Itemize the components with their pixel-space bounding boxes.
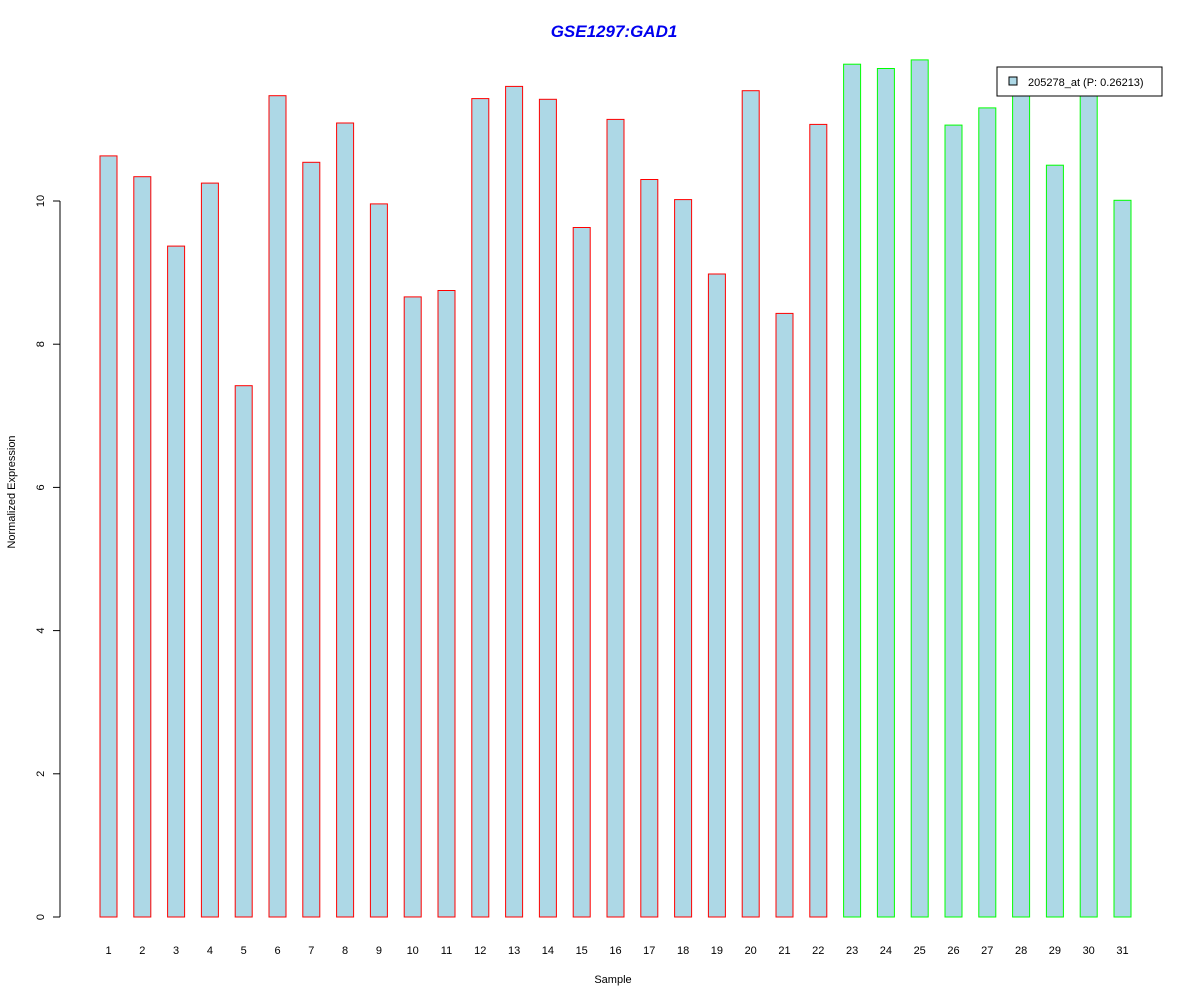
x-tick-label: 31 [1116, 945, 1128, 957]
bar-sample-27 [978, 107, 997, 918]
bar-sample-2 [133, 176, 152, 918]
bar-sample-22 [809, 123, 828, 918]
bar-sample-13 [505, 85, 524, 918]
x-tick-label: 14 [542, 945, 554, 957]
x-tick-label: 3 [173, 945, 179, 957]
y-tick-label: 6 [35, 484, 47, 490]
bar-sample-30 [1079, 93, 1098, 918]
bar-sample-1 [99, 155, 118, 918]
x-tick-label: 24 [880, 945, 892, 957]
x-tick-label: 2 [139, 945, 145, 957]
bar-sample-19 [707, 273, 726, 918]
bar-sample-4 [200, 182, 219, 918]
x-tick-label: 1 [105, 945, 111, 957]
chart-title: GSE1297:GAD1 [551, 22, 678, 41]
legend-label: 205278_at (P: 0.26213) [1028, 77, 1144, 89]
bar-sample-5 [234, 385, 253, 918]
x-tick-label: 30 [1083, 945, 1095, 957]
x-tick-label: 19 [711, 945, 723, 957]
legend-swatch [1008, 76, 1018, 86]
bar-sample-29 [1045, 164, 1064, 918]
bar-sample-6 [268, 95, 287, 918]
bar-sample-21 [775, 312, 794, 918]
x-tick-label: 9 [376, 945, 382, 957]
legend-box [996, 66, 1163, 97]
bar-sample-9 [369, 203, 388, 918]
bar-sample-10 [403, 296, 422, 918]
bar-sample-24 [876, 68, 895, 918]
bar-sample-7 [302, 161, 321, 918]
bar-sample-23 [843, 63, 862, 918]
x-tick-label: 8 [342, 945, 348, 957]
bar-sample-18 [674, 199, 693, 918]
y-tick-label: 10 [35, 195, 47, 207]
x-tick-label: 28 [1015, 945, 1027, 957]
y-tick-label: 0 [35, 914, 47, 920]
x-tick-label: 13 [508, 945, 520, 957]
bars-group [99, 59, 1132, 918]
x-tick-label: 5 [241, 945, 247, 957]
bar-sample-15 [572, 227, 591, 918]
x-tick-label: 29 [1049, 945, 1061, 957]
y-tick-label: 2 [35, 771, 47, 777]
bar-sample-16 [606, 118, 625, 918]
bar-sample-11 [437, 290, 456, 918]
x-tick-label: 15 [576, 945, 588, 957]
bar-sample-28 [1012, 91, 1031, 918]
x-tick-label: 23 [846, 945, 858, 957]
x-tick-label: 21 [778, 945, 790, 957]
legend: 205278_at (P: 0.26213) [996, 66, 1163, 97]
x-tick-label: 12 [474, 945, 486, 957]
y-tick-label: 4 [35, 628, 47, 634]
bar-sample-31 [1113, 199, 1132, 918]
x-tick-label: 4 [207, 945, 213, 957]
bar-sample-8 [336, 122, 355, 918]
bar-sample-3 [167, 245, 186, 918]
x-tick-label: 17 [643, 945, 655, 957]
x-tick-label: 6 [274, 945, 280, 957]
x-tick-label: 27 [981, 945, 993, 957]
y-tick-label: 8 [35, 341, 47, 347]
x-tick-label: 18 [677, 945, 689, 957]
bar-sample-12 [471, 98, 490, 918]
bar-sample-20 [741, 90, 760, 918]
x-tick-label: 25 [914, 945, 926, 957]
x-tick-label: 26 [947, 945, 959, 957]
x-tick-label: 7 [308, 945, 314, 957]
bar-sample-14 [538, 98, 557, 918]
bar-sample-26 [944, 124, 963, 918]
bar-sample-17 [640, 179, 659, 918]
x-tick-label: 20 [745, 945, 757, 957]
x-tick-label: 22 [812, 945, 824, 957]
x-tick-label: 10 [407, 945, 419, 957]
y-axis-label: Normalized Expression [6, 435, 18, 548]
x-tick-label: 16 [609, 945, 621, 957]
x-tick-labels: 1 2 3 4 5 6 7 8 9 10 11 12 13 14 15 16 17 18 19 20 21 22 23 24 2… [105, 945, 1128, 957]
bar-sample-25 [910, 59, 929, 918]
y-axis: 0 2 4 6 8 10 [35, 195, 61, 920]
x-axis-label: Sample [594, 974, 631, 986]
x-tick-label: 11 [441, 945, 452, 957]
